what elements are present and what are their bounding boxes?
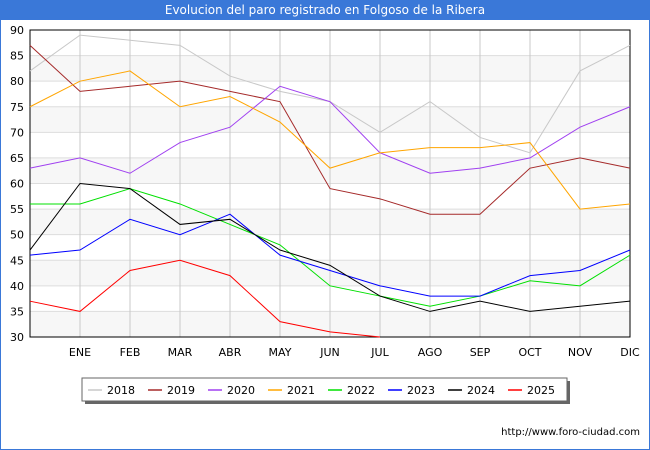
x-tick-label: ENE xyxy=(69,346,91,359)
series-line-2024 xyxy=(29,182,631,312)
legend-label-2018: 2018 xyxy=(107,384,135,397)
series-line-2025 xyxy=(29,259,381,338)
x-tick-label: DIC xyxy=(620,346,640,359)
y-tick-label: 75 xyxy=(10,101,24,114)
x-tick-label: FEB xyxy=(120,346,141,359)
x-tick-label: SEP xyxy=(470,346,491,359)
x-tick-label: ABR xyxy=(219,346,242,359)
y-tick-label: 60 xyxy=(10,178,24,191)
legend-label-2021: 2021 xyxy=(287,384,315,397)
legend-label-2024: 2024 xyxy=(467,384,495,397)
y-tick-label: 85 xyxy=(10,50,24,63)
x-tick-label: MAY xyxy=(269,346,292,359)
y-tick-label: 80 xyxy=(10,75,24,88)
x-tick-label: AGO xyxy=(418,346,443,359)
y-tick-label: 90 xyxy=(10,24,24,37)
y-tick-label: 40 xyxy=(10,280,24,293)
y-tick-label: 30 xyxy=(10,331,24,344)
legend-label-2023: 2023 xyxy=(407,384,435,397)
legend-label-2022: 2022 xyxy=(347,384,375,397)
y-tick-label: 50 xyxy=(10,229,24,242)
series-line-2023 xyxy=(29,213,631,297)
y-tick-label: 55 xyxy=(10,203,24,216)
series-line-2021 xyxy=(29,70,631,210)
y-tick-label: 65 xyxy=(10,152,24,165)
x-tick-label: JUN xyxy=(319,346,340,359)
plot-border xyxy=(29,29,631,338)
source-url[interactable]: http://www.foro-ciudad.com xyxy=(501,427,640,438)
legend-label-2025: 2025 xyxy=(527,384,555,397)
legend-label-2019: 2019 xyxy=(167,384,195,397)
series-line-2019 xyxy=(29,44,631,215)
series-line-2020 xyxy=(29,85,631,174)
legend-box xyxy=(81,377,568,402)
legend-label-2020: 2020 xyxy=(227,384,255,397)
x-tick-label: MAR xyxy=(168,346,193,359)
x-tick-label: NOV xyxy=(568,346,593,359)
y-tick-label: 70 xyxy=(10,126,24,139)
chart-title: Evolucion del paro registrado en Folgoso… xyxy=(0,0,650,20)
y-tick-label: 45 xyxy=(10,254,24,267)
y-tick-label: 35 xyxy=(10,305,24,318)
x-tick-label: JUL xyxy=(370,346,389,359)
x-tick-label: OCT xyxy=(518,346,541,359)
